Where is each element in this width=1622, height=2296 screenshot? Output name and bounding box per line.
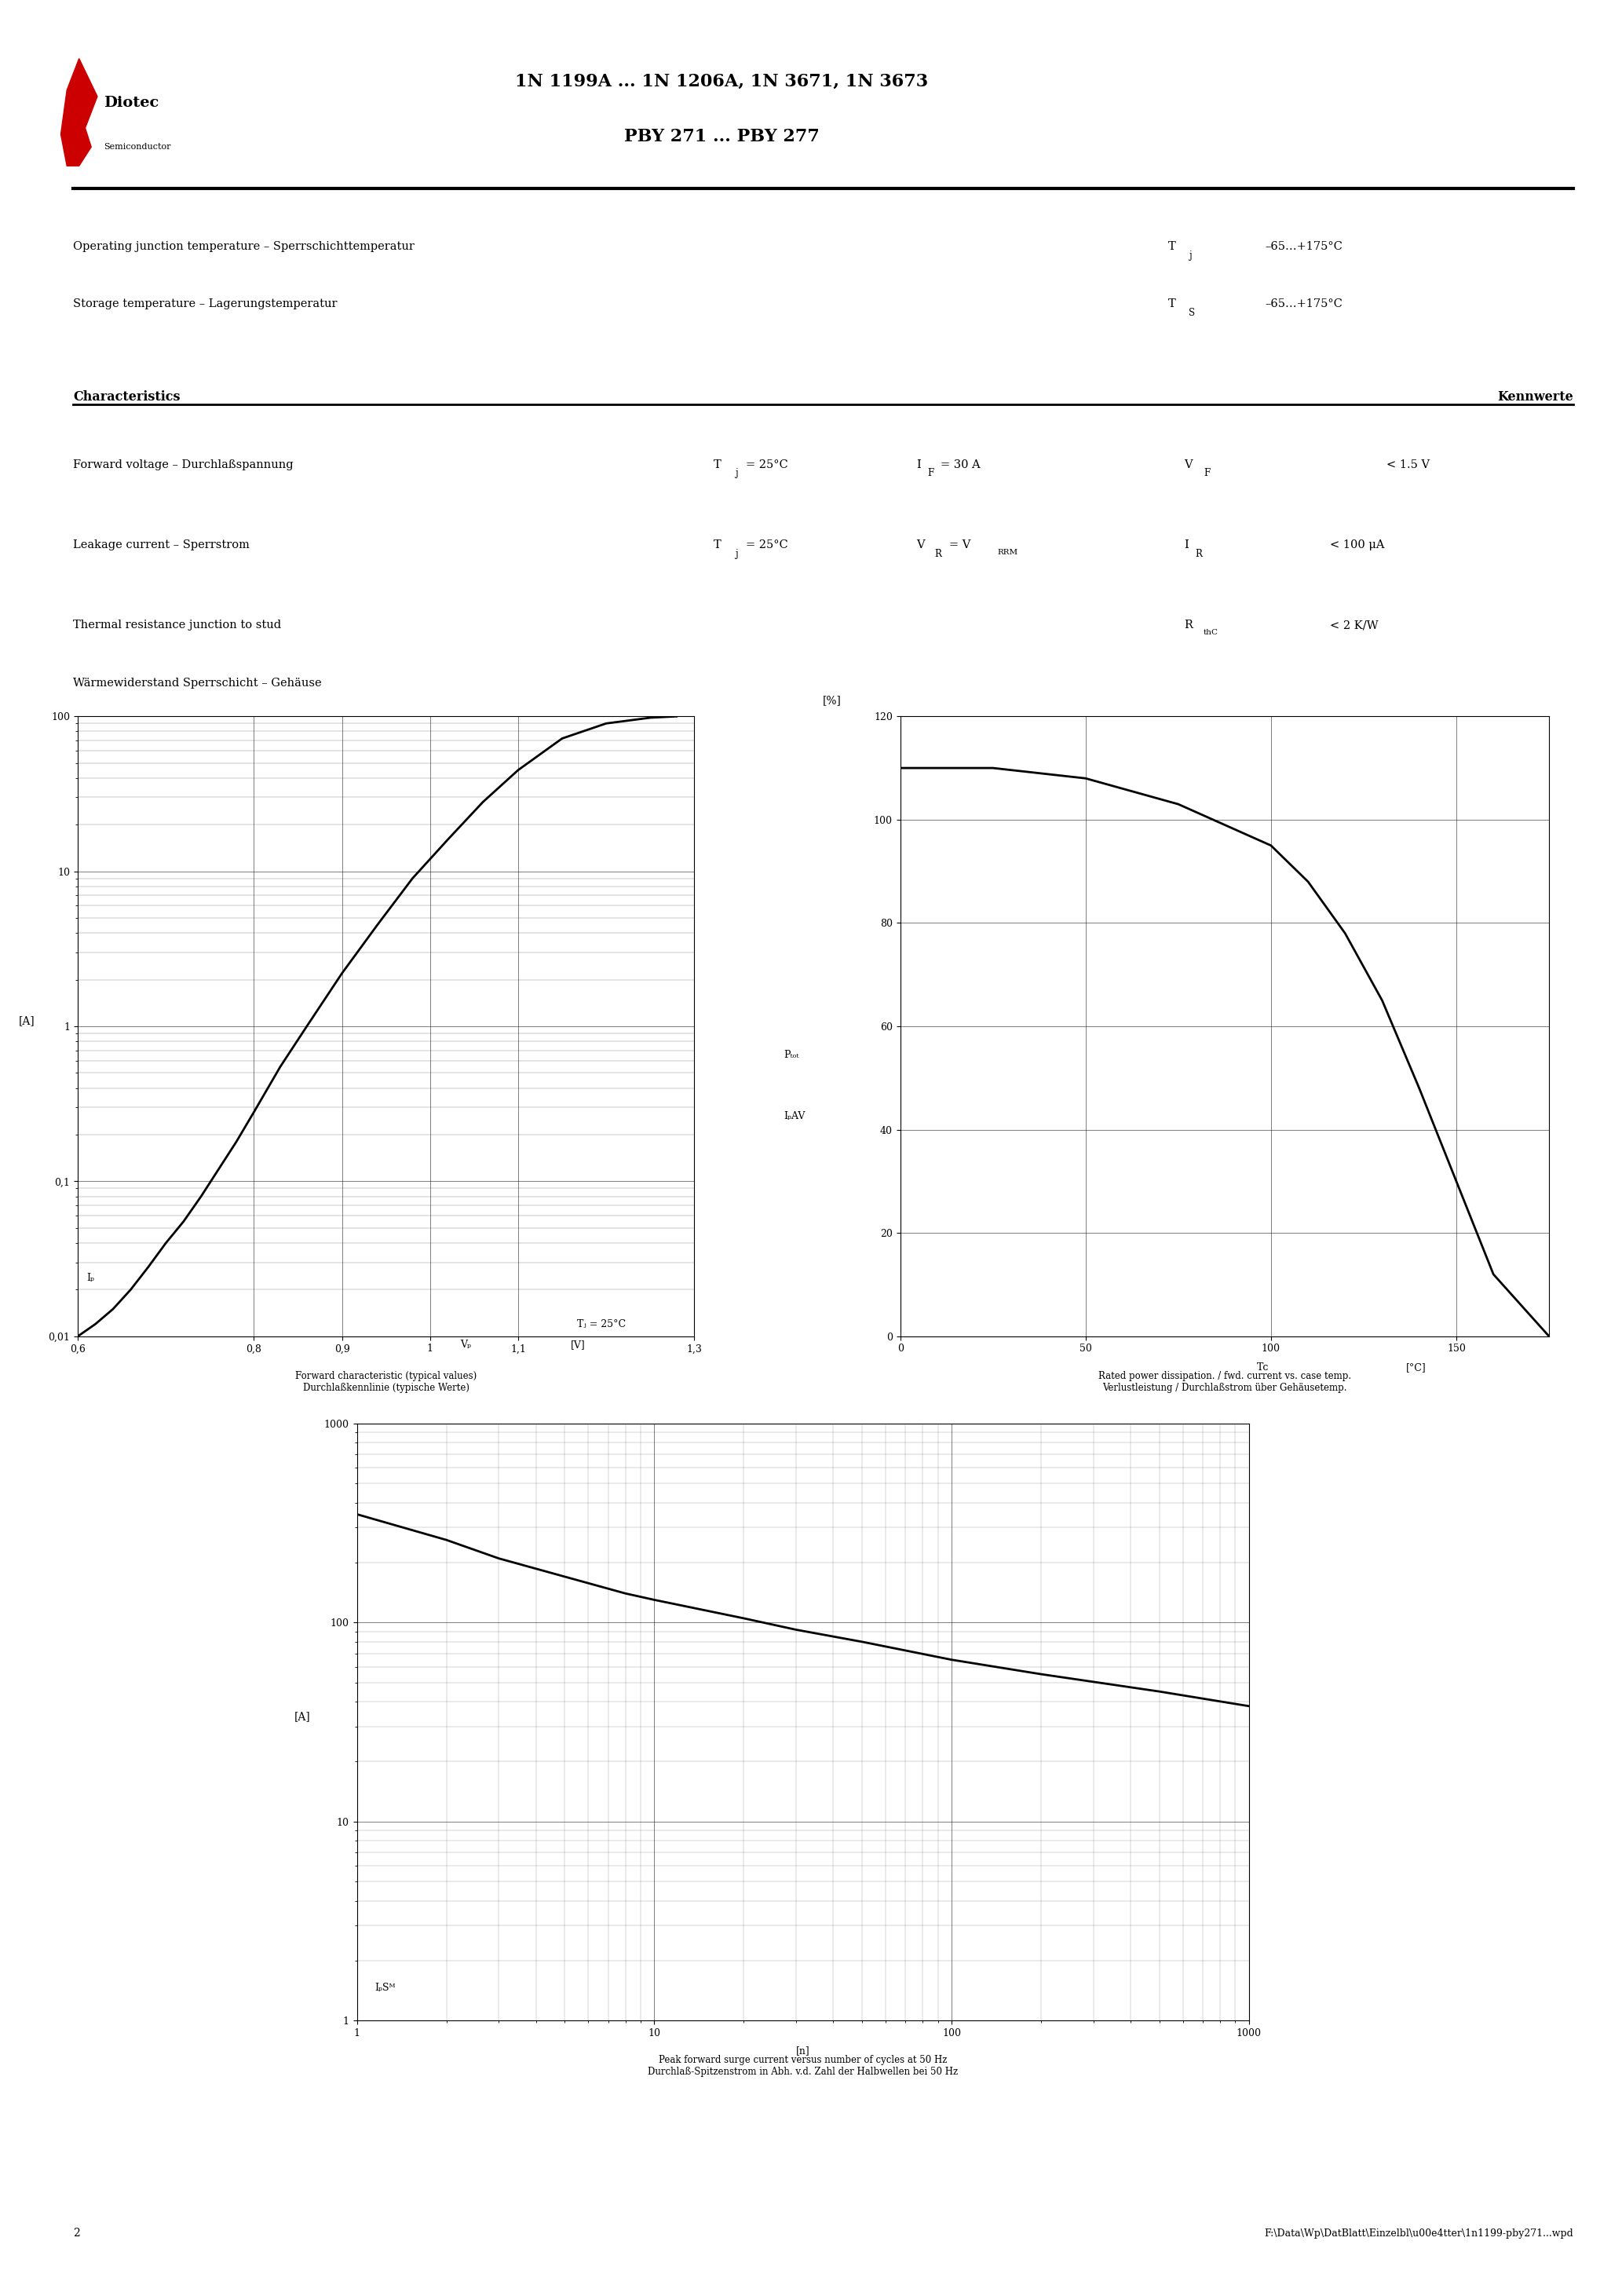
Text: Wärmewiderstand Sperrschicht – Gehäuse: Wärmewiderstand Sperrschicht – Gehäuse xyxy=(73,677,321,689)
Text: T: T xyxy=(714,540,722,551)
Text: < 100 μA: < 100 μA xyxy=(1330,540,1385,551)
Text: Iₚ: Iₚ xyxy=(86,1272,94,1283)
Text: = V: = V xyxy=(949,540,970,551)
Text: R: R xyxy=(1184,620,1192,631)
Text: Rated power dissipation. / fwd. current vs. case temp.
Verlustleistung / Durchla: Rated power dissipation. / fwd. current … xyxy=(1098,1371,1351,1394)
Text: F: F xyxy=(928,468,934,478)
Text: F:\Data\Wp\DatBlatt\Einzelbl\u00e4tter\1n1199-pby271...wpd: F:\Data\Wp\DatBlatt\Einzelbl\u00e4tter\1… xyxy=(1264,2229,1573,2239)
Text: [n]: [n] xyxy=(796,2046,809,2055)
Text: R: R xyxy=(934,549,941,558)
Text: Tⱼ = 25°C: Tⱼ = 25°C xyxy=(577,1320,626,1329)
Text: V: V xyxy=(1184,459,1192,471)
Text: –65…+175°C: –65…+175°C xyxy=(1265,241,1343,253)
Text: Kennwerte: Kennwerte xyxy=(1497,390,1573,404)
Text: j: j xyxy=(735,549,738,558)
Text: 1N 1199A ... 1N 1206A, 1N 3671, 1N 3673: 1N 1199A ... 1N 1206A, 1N 3671, 1N 3673 xyxy=(516,73,928,90)
Polygon shape xyxy=(62,57,97,165)
Text: F: F xyxy=(1204,468,1210,478)
Text: –65…+175°C: –65…+175°C xyxy=(1265,298,1343,310)
Text: < 2 K/W: < 2 K/W xyxy=(1330,620,1379,631)
Text: Thermal resistance junction to stud: Thermal resistance junction to stud xyxy=(73,620,281,631)
Text: T: T xyxy=(1168,298,1176,310)
Text: < 1.5 V: < 1.5 V xyxy=(1387,459,1431,471)
Text: T: T xyxy=(1168,241,1176,253)
Text: thC: thC xyxy=(1204,629,1218,636)
Text: IₚAV: IₚAV xyxy=(783,1111,805,1123)
Text: V: V xyxy=(916,540,925,551)
Text: Leakage current – Sperrstrom: Leakage current – Sperrstrom xyxy=(73,540,250,551)
Text: [V]: [V] xyxy=(571,1339,586,1350)
Text: R: R xyxy=(1195,549,1202,558)
Text: j: j xyxy=(1189,250,1192,259)
Text: Vₚ: Vₚ xyxy=(461,1339,470,1350)
Text: Diotec: Diotec xyxy=(104,96,159,110)
Text: j: j xyxy=(735,468,738,478)
Text: Tᴄ: Tᴄ xyxy=(1257,1362,1268,1373)
Text: Forward characteristic (typical values)
Durchlaßkennlinie (typische Werte): Forward characteristic (typical values) … xyxy=(295,1371,477,1394)
Text: Pₜₒₜ: Pₜₒₜ xyxy=(783,1049,798,1061)
Text: S: S xyxy=(1189,308,1195,317)
Text: RRM: RRM xyxy=(998,549,1019,556)
Text: T: T xyxy=(714,459,722,471)
Text: = 25°C: = 25°C xyxy=(746,540,788,551)
Text: Semiconductor: Semiconductor xyxy=(104,142,170,152)
Text: = 25°C: = 25°C xyxy=(746,459,788,471)
Text: 2: 2 xyxy=(73,2227,79,2239)
Text: = 30 A: = 30 A xyxy=(941,459,981,471)
Text: I: I xyxy=(1184,540,1189,551)
Text: Operating junction temperature – Sperrschichttemperatur: Operating junction temperature – Sperrsc… xyxy=(73,241,414,253)
Text: Characteristics: Characteristics xyxy=(73,390,180,404)
Text: Storage temperature – Lagerungstemperatur: Storage temperature – Lagerungstemperatu… xyxy=(73,298,337,310)
Text: PBY 271 ... PBY 277: PBY 271 ... PBY 277 xyxy=(624,129,819,145)
Y-axis label: [A]: [A] xyxy=(294,1711,310,1722)
Text: Peak forward surge current versus number of cycles at 50 Hz
Durchlaß-Spitzenstro: Peak forward surge current versus number… xyxy=(647,2055,959,2078)
Y-axis label: [A]: [A] xyxy=(18,1015,34,1026)
Text: [%]: [%] xyxy=(822,696,842,707)
Text: IₚSᴹ: IₚSᴹ xyxy=(375,1984,396,1993)
Text: I: I xyxy=(916,459,921,471)
Text: Forward voltage – Durchlaßspannung: Forward voltage – Durchlaßspannung xyxy=(73,459,294,471)
Text: [°C]: [°C] xyxy=(1406,1362,1426,1373)
